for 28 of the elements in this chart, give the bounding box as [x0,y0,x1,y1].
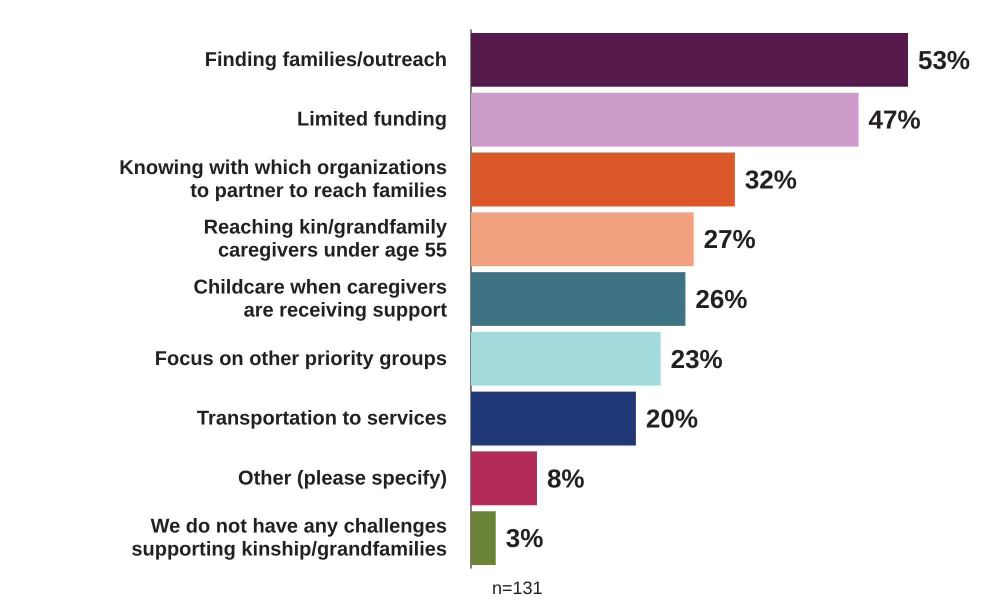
bar [471,332,661,386]
data-label: 26% [695,284,748,314]
y-tick-label: We do not have any challenges supporting kinship/grandfamilies [131,516,447,561]
y-tick-label: Finding families/outreach [204,48,447,71]
bar [471,92,859,147]
data-label: 23% [670,344,723,374]
y-tick-label: Reaching kin/grandfamily caregivers under age 55 [204,216,448,262]
data-label: 20% [646,404,698,434]
bar [471,511,496,566]
y-tick-label: Limited funding [297,108,447,131]
data-label: 47% [868,104,921,135]
bar [471,272,686,326]
data-label: 8% [546,463,585,494]
data-label: 3% [506,523,544,554]
data-label: 53% [918,44,970,75]
y-tick-label: Transportation to services [196,408,447,430]
bar [471,32,908,87]
data-label: 27% [704,224,756,254]
data-label: 32% [744,164,797,194]
text: n=131 [492,578,543,598]
bar [471,152,735,206]
bar [471,212,694,266]
y-tick-label: Other (please specify) [238,467,447,490]
y-tick-label: Knowing with which organizations to partner to reach families [119,156,447,202]
bar [471,392,636,446]
bar [471,451,537,506]
y-tick-label: Childcare when caregivers are receiving support [194,276,448,322]
y-tick-label: Focus on other priority groups [154,348,447,370]
